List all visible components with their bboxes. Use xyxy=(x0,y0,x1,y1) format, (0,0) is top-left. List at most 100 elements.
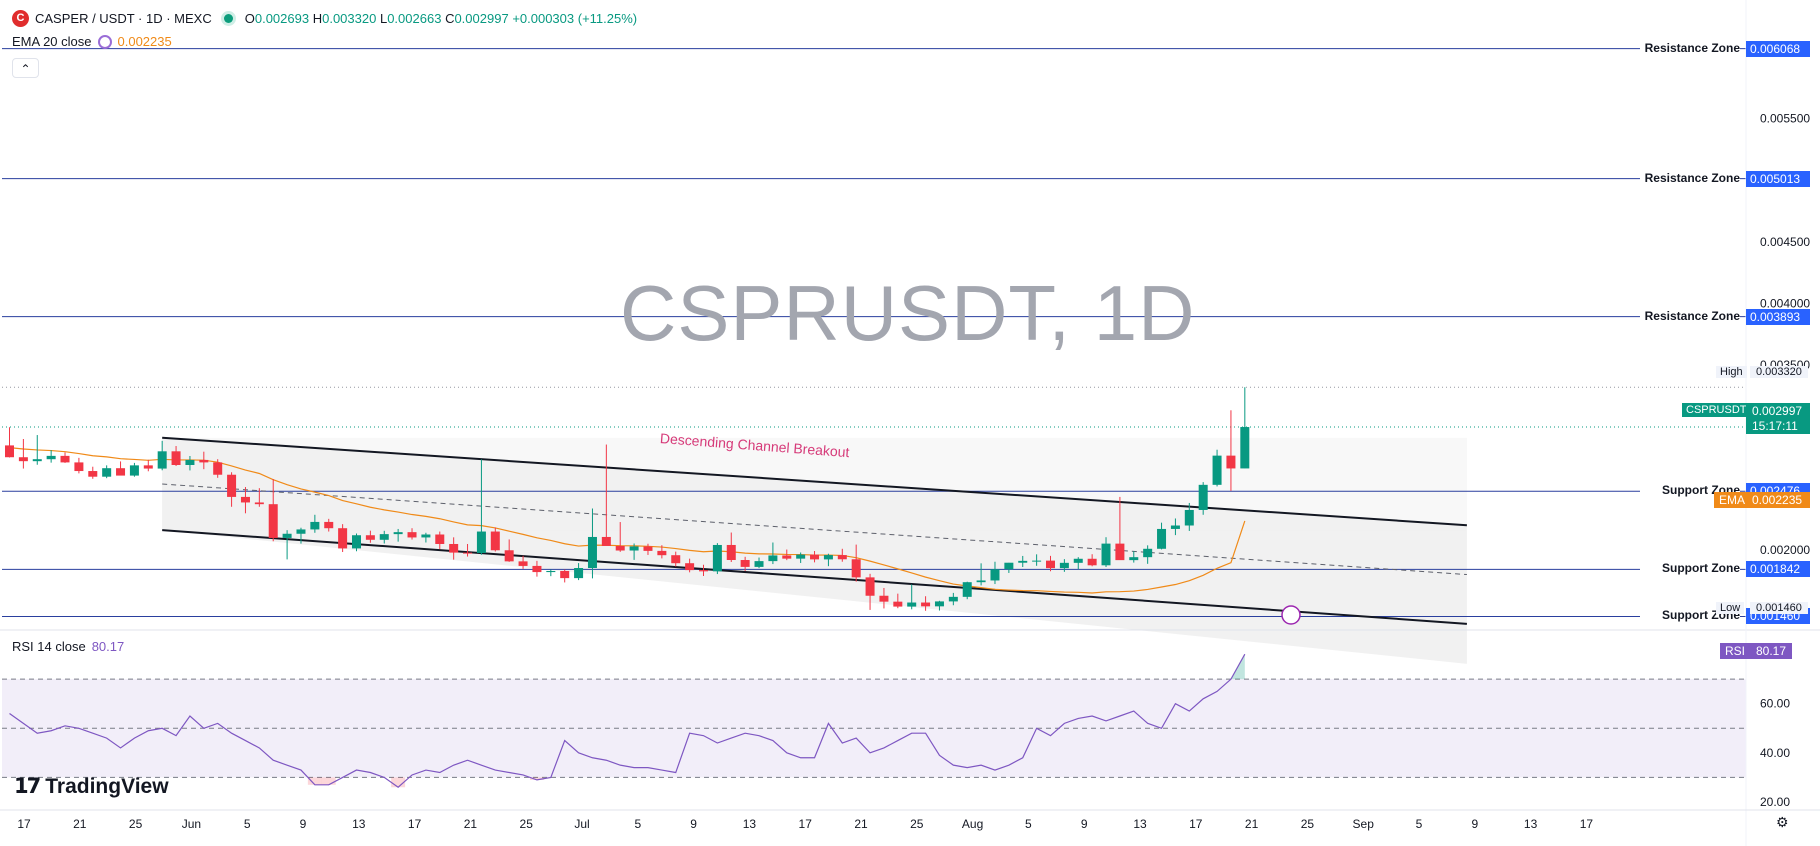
candle-body xyxy=(1157,528,1167,549)
candle-body xyxy=(1170,525,1180,529)
candle-body xyxy=(1018,560,1028,563)
rsi-legend-label[interactable]: RSI 14 close xyxy=(12,639,86,654)
symbol-title[interactable]: CASPER / USDT · 1D · MEXC xyxy=(35,11,212,26)
y-tick-label: 0.005500 xyxy=(1760,112,1810,126)
candle xyxy=(268,479,278,542)
candle xyxy=(643,543,653,555)
rsi-legend: RSI 14 close 80.17 xyxy=(12,639,124,654)
y-tick-label: 0.004500 xyxy=(1760,235,1810,249)
low-price: 0.001460 xyxy=(1750,602,1808,614)
zone-price-tag: 0.006068 xyxy=(1746,40,1810,57)
candle xyxy=(102,465,112,479)
candle xyxy=(1059,559,1069,572)
rsi-tick-label: 40.00 xyxy=(1760,746,1790,760)
candle xyxy=(712,543,722,575)
candle xyxy=(227,472,237,507)
candle-body xyxy=(962,582,972,597)
candle-body xyxy=(629,546,639,551)
candle xyxy=(171,446,181,466)
x-tick-label: 17 xyxy=(799,817,813,831)
candle xyxy=(1073,557,1083,570)
x-tick-label: 9 xyxy=(690,817,697,831)
x-tick-label: 13 xyxy=(1524,817,1538,831)
candle-body xyxy=(1087,558,1097,566)
candle xyxy=(1240,387,1250,469)
candle-body xyxy=(421,534,431,538)
x-tick-label: Jun xyxy=(182,817,201,831)
x-tick-label: Sep xyxy=(1353,817,1375,831)
y-tick-label: 0.004000 xyxy=(1760,296,1810,310)
zone-label: Resistance Zone xyxy=(1640,40,1740,55)
candle-body xyxy=(1101,543,1111,566)
candle xyxy=(851,544,861,582)
candle-body xyxy=(1115,543,1125,561)
candle xyxy=(810,551,820,563)
candle-body xyxy=(296,529,306,534)
candle-body xyxy=(893,601,903,607)
loading-icon xyxy=(97,34,112,49)
candle xyxy=(129,462,139,477)
candle-body xyxy=(254,502,264,505)
candle xyxy=(338,524,348,552)
candle xyxy=(476,459,486,555)
x-tick-label: 5 xyxy=(634,817,641,831)
candle-body xyxy=(948,596,958,602)
candle-body xyxy=(546,570,556,573)
high-label: High xyxy=(1716,366,1747,378)
candle xyxy=(1101,537,1111,568)
collapse-legend-button[interactable]: ⌃ xyxy=(12,58,39,78)
candle xyxy=(407,528,417,540)
tradingview-logo[interactable]: 𝟭𝟳 TradingView xyxy=(14,774,169,799)
x-tick-label: Jul xyxy=(574,817,589,831)
candle xyxy=(948,592,958,606)
tradingview-logo-icon: 𝟭𝟳 xyxy=(14,775,41,798)
candle-body xyxy=(1073,558,1083,563)
candle-body xyxy=(879,595,889,602)
candle-body xyxy=(907,602,917,607)
candle xyxy=(601,444,611,546)
candle xyxy=(1018,555,1028,568)
ema-price-tag: 0.002235 xyxy=(1746,492,1810,508)
candle xyxy=(726,532,736,562)
change-value: +0.000303 (+11.25%) xyxy=(512,11,638,26)
candle-body xyxy=(685,563,695,571)
candle-body xyxy=(227,474,237,497)
settings-gear-icon[interactable]: ⚙ xyxy=(1776,814,1789,830)
candle xyxy=(1032,554,1042,566)
candle xyxy=(518,555,528,569)
candle-body xyxy=(699,570,708,572)
candle-body xyxy=(88,471,98,477)
candle xyxy=(1157,522,1167,550)
candle xyxy=(5,427,14,458)
candle xyxy=(18,438,28,469)
candle xyxy=(629,543,639,560)
candle xyxy=(1115,496,1125,561)
candle-body xyxy=(934,601,944,607)
candle-body xyxy=(865,577,875,596)
ema-legend-label[interactable]: EMA 20 close xyxy=(12,34,92,49)
candle-body xyxy=(1143,548,1153,558)
candle-body xyxy=(726,544,736,561)
last-price-tag: 0.002997 xyxy=(1746,403,1810,419)
x-tick-label: 25 xyxy=(520,817,534,831)
y-tick-label: 0.002000 xyxy=(1760,543,1810,557)
candle xyxy=(976,563,986,586)
candle-body xyxy=(671,555,681,564)
candle xyxy=(143,459,153,472)
candle-body xyxy=(490,531,500,551)
candle-body xyxy=(1212,455,1222,485)
candle xyxy=(282,530,292,560)
chevron-up-icon: ⌃ xyxy=(20,62,31,76)
candle-body xyxy=(587,536,597,569)
candle xyxy=(865,573,875,610)
candle-body xyxy=(18,457,28,462)
candle xyxy=(823,553,833,567)
candle-body xyxy=(518,561,528,566)
candle xyxy=(907,584,917,610)
candle xyxy=(962,581,972,600)
candle xyxy=(657,545,667,559)
x-tick-label: 21 xyxy=(854,817,868,831)
candle xyxy=(768,542,778,565)
